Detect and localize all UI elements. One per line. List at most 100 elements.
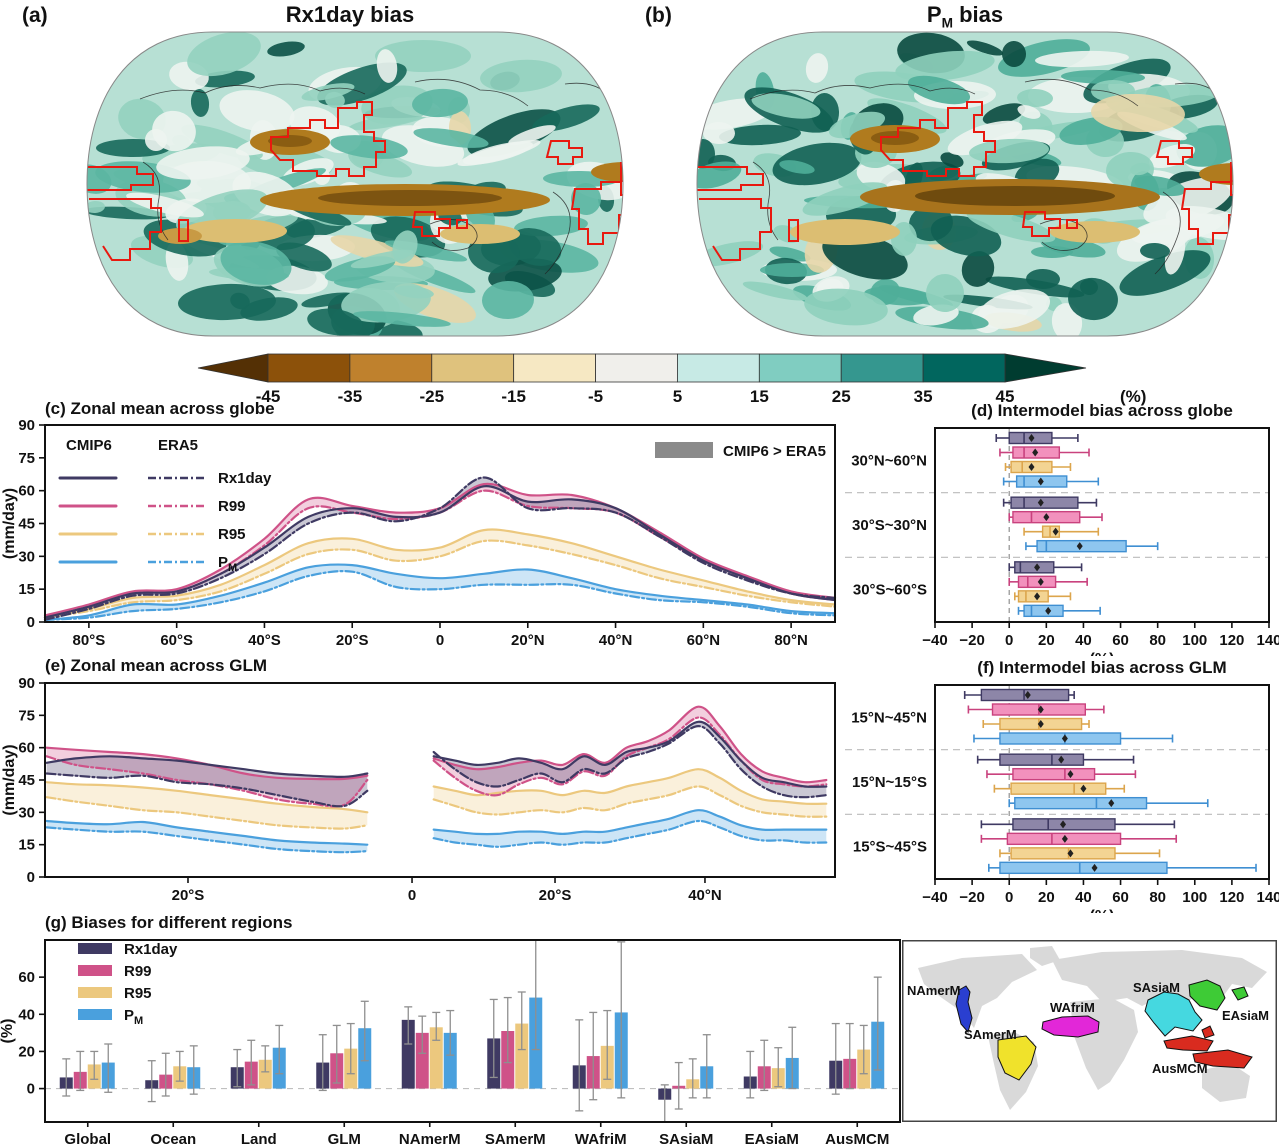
panel-a-title: Rx1day bias — [285, 2, 415, 27]
box-PM — [1002, 475, 1100, 488]
svg-text:90: 90 — [18, 675, 35, 692]
box-R99 — [967, 703, 1105, 716]
series-R95-CMIP6 — [45, 781, 369, 814]
bar-PM-Land — [272, 1024, 286, 1089]
bar-PM-WAfriM — [614, 941, 628, 1099]
bar-PM-Global — [101, 1043, 115, 1093]
svg-text:80°S: 80°S — [73, 632, 106, 649]
svg-text:35: 35 — [914, 387, 933, 406]
box-R95 — [993, 782, 1126, 795]
colorbar-segment — [677, 353, 760, 383]
bar-R95-Land — [258, 1045, 272, 1089]
box-R99 — [1008, 575, 1088, 589]
colorbar-segment — [595, 353, 678, 383]
bar-Rx1day-SAmerM — [487, 998, 501, 1089]
svg-text:60: 60 — [18, 483, 35, 500]
svg-text:NAmerM: NAmerM — [399, 1131, 461, 1144]
svg-text:20: 20 — [1038, 889, 1055, 906]
bar-R99-NAmerM — [415, 1015, 429, 1089]
bar-R95-SAsiaM — [686, 1058, 700, 1099]
chart-zonal-mean-globe: (c) Zonal mean across globe (mm/day) 0 15 30… — [1, 399, 837, 649]
svg-text:(f) Intermodel bias across GLM: (f) Intermodel bias across GLM — [977, 658, 1226, 677]
svg-text:45: 45 — [18, 772, 35, 789]
svg-text:30: 30 — [18, 548, 35, 565]
svg-text:R95: R95 — [218, 526, 246, 543]
svg-text:(g) Biases for different regio: (g) Biases for different regions — [45, 913, 292, 932]
svg-text:140: 140 — [1256, 889, 1279, 906]
bar-Rx1day-AusMCM — [829, 1022, 843, 1095]
series-PM-CMIP6 — [43, 563, 837, 621]
box-PM — [973, 732, 1174, 745]
bar-R99-Ocean — [159, 1052, 173, 1097]
box-PM — [1025, 539, 1159, 553]
svg-text:(c) Zonal mean across globe: (c) Zonal mean across globe — [45, 399, 275, 418]
svg-text:SAsiaM: SAsiaM — [659, 1131, 713, 1144]
svg-text:40°N: 40°N — [688, 887, 722, 904]
svg-text:0: 0 — [27, 614, 35, 631]
svg-text:Ocean: Ocean — [150, 1131, 196, 1144]
inset-regions — [955, 979, 1253, 1081]
svg-text:R95: R95 — [124, 985, 152, 1002]
map-shading — [87, 32, 623, 336]
region-ausmcm — [1163, 1025, 1253, 1069]
svg-text:45: 45 — [996, 387, 1015, 406]
bar-Rx1day-SAsiaM — [658, 1084, 672, 1123]
svg-text:140: 140 — [1256, 632, 1279, 649]
svg-text:0: 0 — [1005, 632, 1013, 649]
chart-intermodel-bias-globe: (d) Intermodel bias across globe −40 −20 0 2… — [845, 401, 1279, 656]
region-namerm — [955, 985, 973, 1034]
box-R95 — [1004, 460, 1072, 474]
svg-text:60°S: 60°S — [160, 632, 193, 649]
svg-text:20: 20 — [18, 1043, 35, 1060]
fill-R95 — [433, 769, 827, 817]
svg-text:−20: −20 — [959, 889, 984, 906]
svg-text:20°N: 20°N — [511, 632, 545, 649]
colorbar-segment — [431, 353, 515, 383]
bar-Rx1day-NAmerM — [401, 1006, 415, 1089]
colorbar-segment — [349, 353, 433, 383]
svg-text:EAsiaM: EAsiaM — [745, 1131, 799, 1144]
svg-text:40: 40 — [1075, 889, 1092, 906]
svg-text:15°N~15°S: 15°N~15°S — [852, 774, 927, 791]
bar-PM-EAsiaM — [785, 1026, 799, 1090]
box-R99 — [986, 767, 1137, 781]
fill-R99 — [45, 483, 835, 618]
series-PM-ERA5 — [43, 570, 837, 621]
series-Rx1day-ERA5 — [43, 476, 837, 621]
map-shading — [697, 32, 1233, 336]
svg-text:Rx1day: Rx1day — [124, 941, 178, 958]
bar-R99-AusMCM — [843, 1022, 857, 1090]
svg-text:75: 75 — [18, 707, 35, 724]
chart-region-biases: (g) Biases for different regions (%) 0 20 40… — [0, 913, 901, 1144]
svg-text:CMIP6 > ERA5: CMIP6 > ERA5 — [723, 443, 826, 460]
bar-R95-AusMCM — [857, 1024, 871, 1089]
panel-b-title-pre: P — [926, 2, 942, 27]
bar-R95-SAmerM — [515, 991, 529, 1089]
svg-text:−40: −40 — [922, 632, 947, 649]
fill-PM — [46, 821, 368, 853]
series-R95-ERA5 — [432, 785, 828, 818]
fill-R99 — [46, 747, 368, 807]
svg-text:15: 15 — [18, 581, 35, 598]
svg-text:−20: −20 — [959, 632, 984, 649]
bar-R95-EAsiaM — [771, 1047, 785, 1089]
box-Rx1day — [1008, 561, 1083, 574]
svg-text:(%): (%) — [0, 1019, 16, 1044]
svg-text:0: 0 — [1005, 889, 1013, 906]
svg-text:120: 120 — [1219, 889, 1244, 906]
svg-text:40°S: 40°S — [248, 632, 281, 649]
svg-text:20°S: 20°S — [539, 887, 572, 904]
series-PM-ERA5 — [45, 826, 369, 854]
series-R95-CMIP6 — [43, 528, 837, 619]
monsoon-region-map: NAmerM SAmerM WAfriM SAsiaM EAsiaM AusMCM — [902, 940, 1277, 1122]
chart-zonal-mean-glm: (e) Zonal mean across GLM (mm/day) 0 15 30 45… — [1, 656, 836, 904]
svg-text:60°N: 60°N — [687, 632, 721, 649]
box-R95 — [1013, 590, 1072, 603]
svg-text:80: 80 — [1149, 889, 1166, 906]
svg-text:(%): (%) — [1120, 387, 1146, 406]
bar-Rx1day-Land — [230, 1048, 244, 1089]
svg-text:PM: PM — [124, 1007, 143, 1027]
svg-text:30°N~60°N: 30°N~60°N — [851, 452, 927, 469]
svg-text:GLM: GLM — [328, 1131, 361, 1144]
